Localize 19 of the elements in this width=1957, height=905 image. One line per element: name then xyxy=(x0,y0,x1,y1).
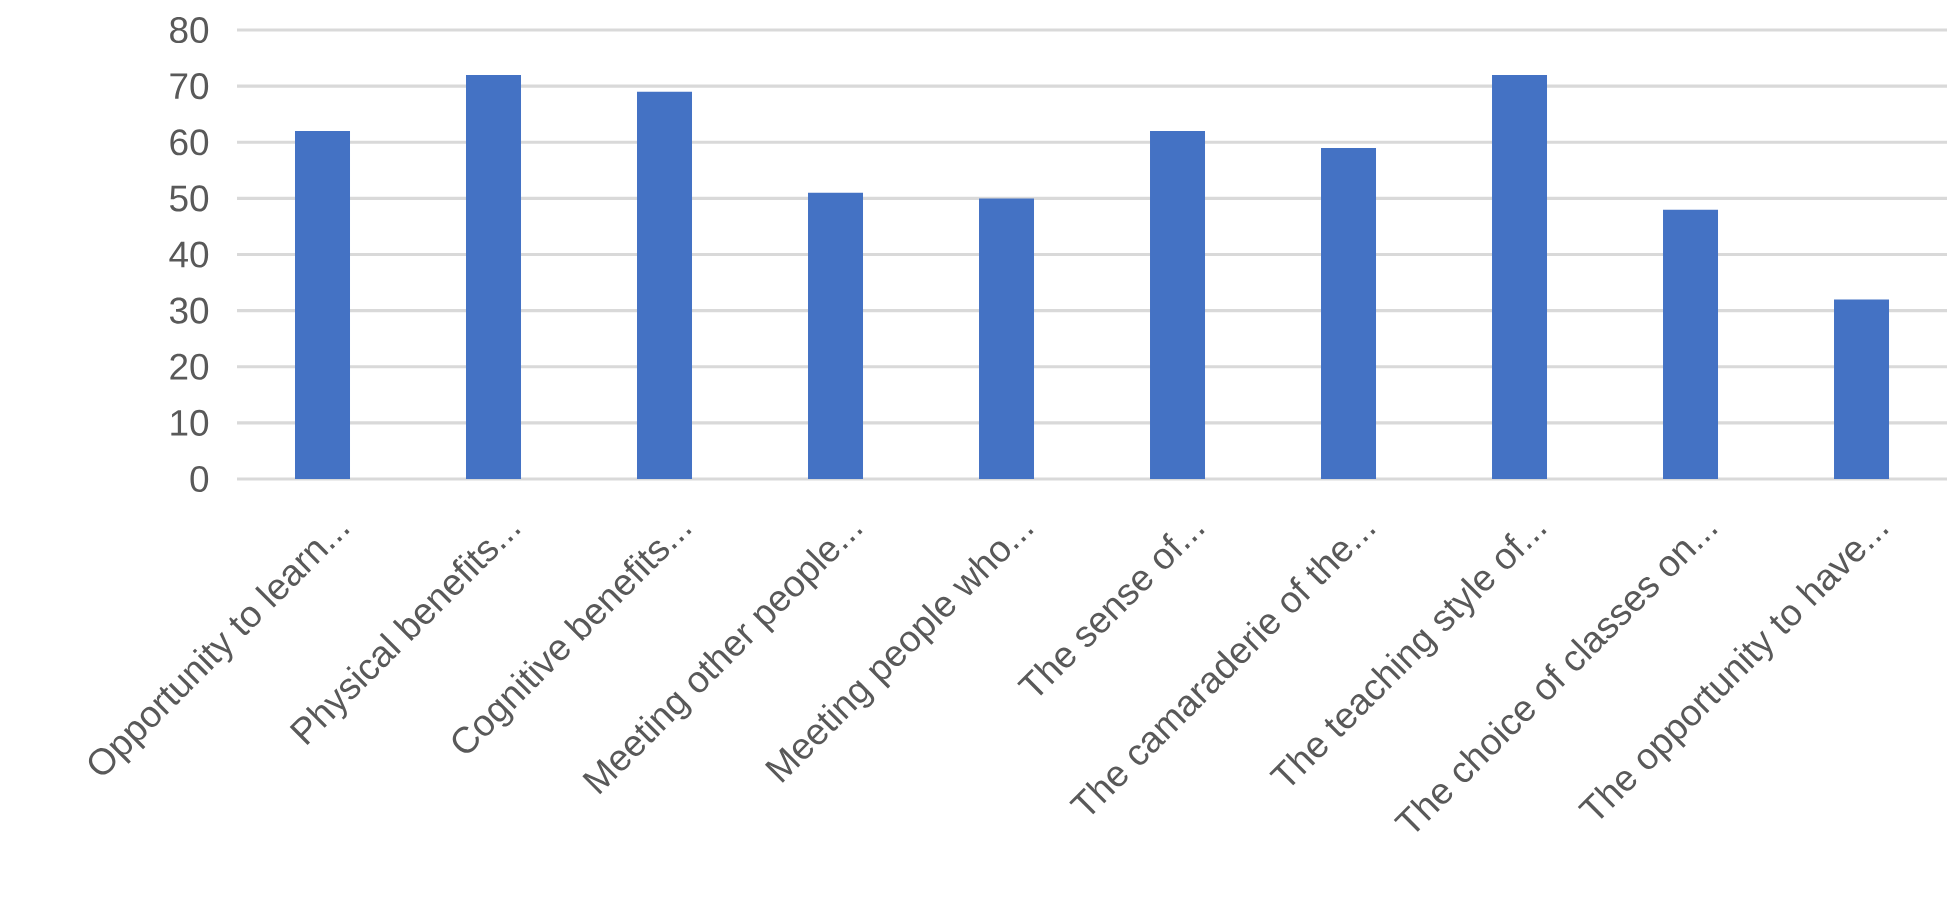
y-tick-label: 30 xyxy=(169,297,209,324)
y-tick-label: 10 xyxy=(171,409,209,436)
bar xyxy=(979,198,1035,480)
bar xyxy=(1834,299,1890,480)
y-tick-label: 40 xyxy=(169,241,209,268)
bar xyxy=(637,91,693,480)
bar xyxy=(1150,131,1206,480)
y-tick-label: 60 xyxy=(170,129,209,156)
y-tick-label: 50 xyxy=(170,185,209,212)
bar xyxy=(808,192,864,480)
y-tick-label: 20 xyxy=(170,353,209,380)
y-tick-label: 80 xyxy=(170,16,209,44)
y-tick-label: 70 xyxy=(170,73,209,100)
bar xyxy=(1321,147,1377,480)
bar xyxy=(295,131,351,480)
bar xyxy=(1492,74,1548,480)
bar xyxy=(466,74,522,480)
y-tick-label: 0 xyxy=(190,465,209,493)
bar xyxy=(1663,209,1719,480)
